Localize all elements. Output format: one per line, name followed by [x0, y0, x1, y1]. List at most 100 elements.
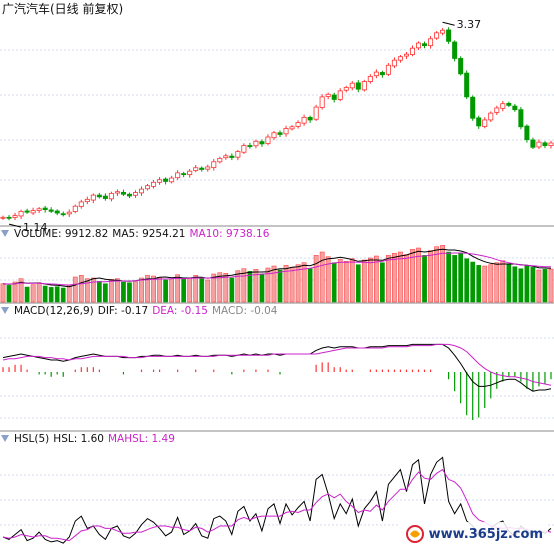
volume-ma-line [2, 248, 552, 288]
macd-line [2, 343, 552, 392]
volume-bar [536, 269, 542, 303]
candle-body [482, 119, 488, 127]
candle-body [229, 155, 235, 158]
hsl-value: HSL: 1.60 [53, 433, 104, 445]
volume-bar [392, 253, 397, 303]
volume-bar [163, 279, 168, 303]
volume-bar [355, 264, 361, 303]
candle-body [108, 192, 114, 200]
candle-body [343, 87, 349, 91]
hsl-name: HSL(5) [14, 433, 50, 445]
volume-bar [121, 281, 126, 303]
candle-body [102, 195, 108, 199]
candle-body [247, 145, 253, 147]
volume-bar [512, 266, 518, 303]
volume-bar [36, 282, 42, 303]
volume-bar [434, 246, 439, 303]
candle-body [48, 209, 54, 212]
candle-body [295, 122, 301, 127]
volume-bar [133, 280, 138, 303]
volume-bar [42, 285, 48, 303]
candle-body [157, 179, 163, 183]
hsl-line [2, 468, 552, 542]
candle-body [464, 72, 470, 98]
volume-bar [476, 265, 482, 303]
volume-bar [313, 255, 319, 303]
volume-bar [307, 268, 313, 303]
hsl-line [2, 456, 552, 544]
candle-body [524, 125, 530, 140]
watermark: www.365jz.com [399, 522, 548, 546]
volume-ma-line [2, 252, 551, 286]
low-pointer [8, 223, 22, 228]
candle-body [434, 32, 440, 39]
volume-bar [151, 275, 156, 303]
volume-bar [181, 279, 187, 303]
volume-bar [464, 258, 470, 303]
candle-body [373, 71, 379, 77]
candle-body [361, 81, 367, 91]
candle-body [96, 194, 102, 198]
mahsl-value: MAHSL: 1.49 [107, 433, 175, 445]
candle-body [283, 128, 289, 135]
volume-bar [217, 272, 223, 303]
volume-bar [72, 276, 78, 303]
volume-bar [470, 261, 476, 303]
volume-bar [548, 268, 554, 303]
macd-legend: MACD(12,26,9) DIF: -0.17 DEA: -0.15 MACD… [0, 303, 278, 319]
volume-bar [458, 253, 464, 303]
candle-body [277, 132, 283, 135]
volume-bar [247, 271, 253, 303]
volume-bar [235, 270, 241, 303]
volume-bar [169, 278, 174, 303]
candle-body [114, 191, 120, 194]
candle-body [78, 201, 84, 207]
volume-bar [54, 286, 60, 303]
candle-body [72, 205, 78, 212]
candle-body [241, 145, 247, 153]
candle-body [458, 58, 464, 75]
candle-body [416, 42, 422, 49]
volume-bar [271, 265, 277, 303]
candle-body [367, 75, 373, 82]
volume-bar [530, 267, 536, 303]
candle-body [54, 210, 60, 214]
candle-body [139, 188, 145, 194]
candle-body [542, 142, 548, 146]
volume-bar [253, 269, 259, 303]
volume-bar [289, 267, 295, 303]
volume-bar [410, 249, 415, 303]
volume-bar [103, 283, 108, 303]
volume-bar [422, 255, 427, 303]
volume-bar [500, 260, 506, 303]
volume-value: VOLUME: 9912.82 [14, 228, 109, 240]
candle-body [518, 109, 524, 128]
candle-body [211, 161, 217, 169]
candle-body [193, 167, 199, 171]
volume-ma5: MA5: 9254.21 [112, 228, 186, 240]
volume-bar [211, 273, 217, 303]
chart-title: 广汽汽车(日线 前复权) [2, 2, 124, 16]
volume-bar [524, 265, 530, 303]
candle-body [199, 167, 205, 170]
volume-bar [277, 269, 283, 303]
candle-body [476, 117, 482, 127]
panel-collapse-icon[interactable] [0, 434, 10, 444]
volume-bar [301, 262, 307, 303]
candle-body [66, 211, 72, 215]
candle-body [355, 82, 361, 90]
volume-bar [283, 265, 289, 303]
volume-bar [488, 264, 494, 303]
panel-collapse-icon[interactable] [0, 306, 10, 316]
candle-body [470, 96, 476, 119]
volume-bar [542, 269, 548, 303]
candle-body [422, 43, 428, 47]
volume-bar [325, 256, 331, 303]
candle-body [379, 72, 385, 76]
panel-collapse-icon[interactable] [0, 229, 10, 239]
peak-pointer [442, 21, 455, 26]
candle-body [337, 90, 343, 100]
candle-body [259, 141, 265, 145]
candle-body [325, 93, 331, 97]
